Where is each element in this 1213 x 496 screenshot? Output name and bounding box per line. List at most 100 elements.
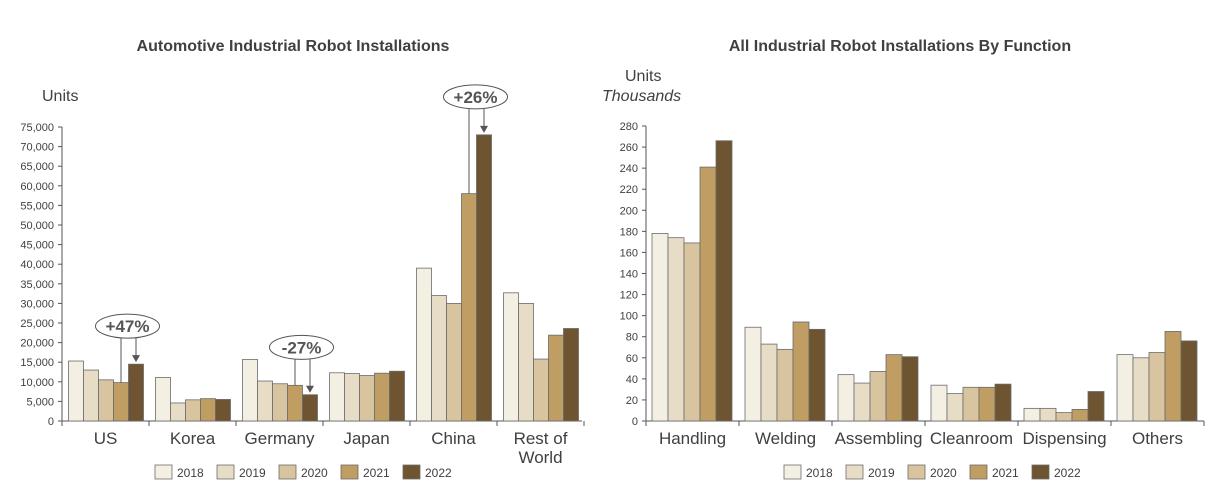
bar-2020-welding: [776, 348, 794, 422]
y-tick-label: 75,000: [20, 122, 54, 134]
bar-2022-us: [128, 363, 144, 422]
bar-2018-handling: [651, 233, 669, 422]
bar-2021-handling: [699, 166, 717, 422]
callout-bubble: [443, 84, 508, 110]
category-label: Japan: [343, 429, 389, 448]
y-tick-label: 200: [620, 205, 638, 217]
category-label: Dispensing: [1022, 429, 1106, 448]
bar-2021-others: [1164, 331, 1182, 422]
bar-2022-china: [476, 134, 492, 422]
bar-2019-others: [1132, 357, 1150, 422]
y-tick-label: 35,000: [20, 279, 54, 291]
bar-2021-china: [461, 193, 477, 422]
automotive-installations-chart: Automotive Industrial Robot Installation…: [20, 38, 585, 480]
y-tick-label: 25,000: [20, 318, 54, 330]
function-installations-chart: All Industrial Robot Installations By Fu…: [602, 38, 1205, 480]
category-label: Germany: [245, 429, 315, 448]
bar-2021-welding: [792, 321, 810, 422]
legend-swatch-2021: [340, 464, 359, 480]
y-tick-label: 55,000: [20, 200, 54, 212]
y-tick-label: 15,000: [20, 357, 54, 369]
category-label: Assembling: [835, 429, 923, 448]
arrow-down-icon: [306, 385, 314, 393]
legend-label: 2020: [301, 466, 328, 480]
bar-2022-rest-of-world: [563, 328, 579, 422]
bar-2018-japan: [329, 372, 345, 422]
bar-2019-rest-of-world: [518, 302, 534, 422]
bar-2021-rest-of-world: [548, 334, 564, 422]
bar-2022-japan: [389, 370, 405, 422]
legend-swatch-2018: [154, 464, 173, 480]
bar-2018-welding: [744, 326, 762, 422]
callout-bubble: [269, 334, 334, 360]
y-tick-label: 180: [620, 226, 638, 238]
category-label: Rest of: [514, 429, 568, 448]
bar-2018-china: [416, 267, 432, 422]
bar-2018-korea: [155, 377, 171, 422]
callout-bubble: [95, 313, 160, 339]
bar-2020-cleanroom: [962, 386, 980, 422]
callout-label: +47%: [106, 317, 150, 336]
y-tick-label: 5,000: [26, 396, 54, 408]
y-tick-label: 40,000: [20, 259, 54, 271]
category-label: Welding: [755, 429, 816, 448]
bar-2022-others: [1180, 340, 1198, 422]
bar-2022-handling: [715, 140, 733, 422]
legend-label: 2019: [868, 466, 895, 480]
bar-2019-welding: [760, 343, 778, 422]
legend-label: 2019: [239, 466, 266, 480]
arrow-down-icon: [132, 355, 140, 363]
bar-2020-dispensing: [1055, 412, 1073, 422]
growth-callout: +47%: [95, 313, 160, 383]
y-tick-label: 50,000: [20, 220, 54, 232]
y-tick-label: 260: [620, 142, 638, 154]
chart-title: All Industrial Robot Installations By Fu…: [729, 38, 1071, 55]
y-tick-label: 10,000: [20, 377, 54, 389]
legend-label: 2021: [363, 466, 390, 480]
y-tick-label: 120: [620, 290, 638, 302]
bar-2019-china: [431, 295, 447, 422]
bar-2018-rest-of-world: [503, 292, 519, 422]
category-label: World: [518, 448, 562, 467]
bar-2020-assembling: [869, 371, 887, 422]
bar-2019-assembling: [853, 382, 871, 422]
growth-callout: +26%: [443, 84, 508, 194]
legend-swatch-2020: [278, 464, 297, 480]
legend-label: 2022: [425, 466, 452, 480]
bar-2020-others: [1148, 352, 1166, 422]
bar-2018-assembling: [837, 374, 855, 422]
legend-swatch-2019: [216, 464, 235, 480]
y-tick-label: 240: [620, 163, 638, 175]
y-axis-label: Units: [625, 68, 661, 85]
y-tick-label: 80: [626, 332, 638, 344]
bar-2019-dispensing: [1039, 407, 1057, 422]
bar-2021-japan: [374, 372, 390, 422]
legend: 2018 2019 2020 2021 2022: [783, 464, 1081, 480]
legend-swatch-2020: [907, 464, 926, 480]
y-tick-label: 0: [48, 416, 54, 428]
bar-2020-rest-of-world: [533, 358, 549, 422]
bar-2018-germany: [242, 359, 258, 422]
y-tick-label: 280: [620, 121, 638, 133]
bar-2018-dispensing: [1023, 407, 1041, 422]
bar-2022-welding: [808, 328, 826, 422]
y-tick-label: 65,000: [20, 161, 54, 173]
bar-2022-cleanroom: [994, 383, 1012, 422]
bar-2020-china: [446, 302, 462, 422]
category-label: Others: [1132, 429, 1183, 448]
bar-2020-handling: [683, 242, 701, 422]
category-label: US: [94, 429, 118, 448]
bar-2020-korea: [185, 399, 201, 422]
y-tick-label: 20: [626, 395, 638, 407]
legend-label: 2020: [930, 466, 957, 480]
bar-2021-us: [113, 382, 129, 422]
callout-label: -27%: [282, 338, 322, 357]
legend-swatch-2018: [783, 464, 802, 480]
bar-2019-korea: [170, 402, 186, 422]
category-label: China: [431, 429, 476, 448]
category-label: Korea: [170, 429, 216, 448]
y-tick-label: 20,000: [20, 338, 54, 350]
bar-2021-korea: [200, 398, 216, 422]
bar-2022-assembling: [901, 356, 919, 422]
y-tick-label: 160: [620, 247, 638, 259]
